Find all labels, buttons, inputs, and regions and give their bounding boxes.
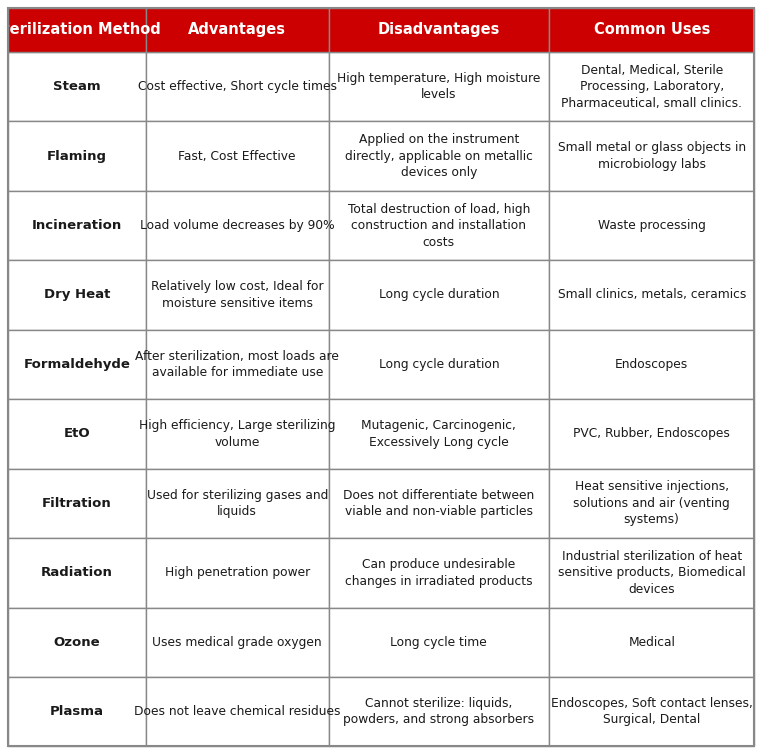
Text: Total destruction of load, high
construction and installation
costs: Total destruction of load, high construc… <box>347 203 530 249</box>
Bar <box>8 8 146 52</box>
Text: Advantages: Advantages <box>188 22 287 37</box>
Text: Long cycle time: Long cycle time <box>390 636 487 648</box>
Bar <box>8 538 146 608</box>
Bar <box>8 260 146 329</box>
Bar <box>549 329 754 399</box>
Text: Incineration: Incineration <box>31 219 122 232</box>
Bar <box>549 8 754 52</box>
Bar <box>328 260 549 329</box>
Bar <box>549 469 754 538</box>
Bar <box>328 191 549 260</box>
Text: Applied on the instrument
directly, applicable on metallic
devices only: Applied on the instrument directly, appl… <box>345 133 533 179</box>
Bar <box>328 52 549 121</box>
Bar <box>146 260 328 329</box>
Text: Radiation: Radiation <box>40 566 113 579</box>
Bar <box>146 329 328 399</box>
Bar <box>328 8 549 52</box>
Bar <box>8 677 146 746</box>
Bar <box>146 677 328 746</box>
Bar <box>8 191 146 260</box>
Bar <box>146 52 328 121</box>
Text: Mutagenic, Carcinogenic,
Excessively Long cycle: Mutagenic, Carcinogenic, Excessively Lon… <box>361 419 517 449</box>
Text: Dental, Medical, Sterile
Processing, Laboratory,
Pharmaceutical, small clinics.: Dental, Medical, Sterile Processing, Lab… <box>561 63 742 109</box>
Bar <box>549 608 754 677</box>
Bar <box>549 677 754 746</box>
Text: Plasma: Plasma <box>50 705 104 719</box>
Text: Disadvantages: Disadvantages <box>378 22 500 37</box>
Bar <box>328 608 549 677</box>
Bar <box>549 52 754 121</box>
Text: Flaming: Flaming <box>46 149 107 163</box>
Text: Can produce undesirable
changes in irradiated products: Can produce undesirable changes in irrad… <box>345 558 533 587</box>
Text: EtO: EtO <box>63 428 90 440</box>
Text: Used for sterilizing gases and
liquids: Used for sterilizing gases and liquids <box>146 489 328 518</box>
Bar <box>8 399 146 469</box>
Bar <box>328 399 549 469</box>
Text: Cost effective, Short cycle times: Cost effective, Short cycle times <box>138 80 337 93</box>
Text: Sterilization Method: Sterilization Method <box>0 22 161 37</box>
Bar <box>328 677 549 746</box>
Text: Cannot sterilize: liquids,
powders, and strong absorbers: Cannot sterilize: liquids, powders, and … <box>344 697 534 727</box>
Text: Endoscopes: Endoscopes <box>615 358 688 371</box>
Bar <box>146 538 328 608</box>
Bar <box>549 399 754 469</box>
Text: Industrial sterilization of heat
sensitive products, Biomedical
devices: Industrial sterilization of heat sensiti… <box>558 550 745 596</box>
Text: Endoscopes, Soft contact lenses,
Surgical, Dental: Endoscopes, Soft contact lenses, Surgica… <box>551 697 753 727</box>
Bar <box>328 121 549 191</box>
Text: Small clinics, metals, ceramics: Small clinics, metals, ceramics <box>558 289 746 302</box>
Text: After sterilization, most loads are
available for immediate use: After sterilization, most loads are avai… <box>136 350 339 379</box>
Bar <box>8 121 146 191</box>
Bar <box>146 469 328 538</box>
Bar <box>328 538 549 608</box>
Text: PVC, Rubber, Endoscopes: PVC, Rubber, Endoscopes <box>573 428 730 440</box>
Text: Fast, Cost Effective: Fast, Cost Effective <box>178 149 296 163</box>
Bar <box>146 399 328 469</box>
Bar <box>328 469 549 538</box>
Bar <box>8 608 146 677</box>
Text: Medical: Medical <box>628 636 675 648</box>
Text: Dry Heat: Dry Heat <box>43 289 110 302</box>
Text: Does not leave chemical residues: Does not leave chemical residues <box>134 705 341 719</box>
Text: Small metal or glass objects in
microbiology labs: Small metal or glass objects in microbio… <box>558 141 746 171</box>
Text: Steam: Steam <box>53 80 101 93</box>
Bar <box>8 469 146 538</box>
Bar <box>146 191 328 260</box>
Text: Long cycle duration: Long cycle duration <box>379 289 499 302</box>
Bar <box>8 329 146 399</box>
Text: Waste processing: Waste processing <box>597 219 706 232</box>
Bar <box>549 260 754 329</box>
Bar <box>8 52 146 121</box>
Text: Relatively low cost, Ideal for
moisture sensitive items: Relatively low cost, Ideal for moisture … <box>151 280 324 310</box>
Bar <box>549 121 754 191</box>
Text: High efficiency, Large sterilizing
volume: High efficiency, Large sterilizing volum… <box>139 419 335 449</box>
Text: Heat sensitive injections,
solutions and air (venting
systems): Heat sensitive injections, solutions and… <box>573 480 730 526</box>
Text: Filtration: Filtration <box>42 497 111 510</box>
Text: High temperature, High moisture
levels: High temperature, High moisture levels <box>338 72 540 101</box>
Text: Formaldehyde: Formaldehyde <box>24 358 130 371</box>
Bar <box>549 191 754 260</box>
Bar <box>146 8 328 52</box>
Bar <box>146 608 328 677</box>
Text: High penetration power: High penetration power <box>165 566 310 579</box>
Text: Does not differentiate between
viable and non-viable particles: Does not differentiate between viable an… <box>343 489 534 518</box>
Bar <box>328 329 549 399</box>
Bar <box>146 121 328 191</box>
Text: Common Uses: Common Uses <box>594 22 710 37</box>
Bar <box>549 538 754 608</box>
Text: Long cycle duration: Long cycle duration <box>379 358 499 371</box>
Text: Uses medical grade oxygen: Uses medical grade oxygen <box>152 636 322 648</box>
Text: Ozone: Ozone <box>53 636 100 648</box>
Text: Load volume decreases by 90%: Load volume decreases by 90% <box>140 219 335 232</box>
